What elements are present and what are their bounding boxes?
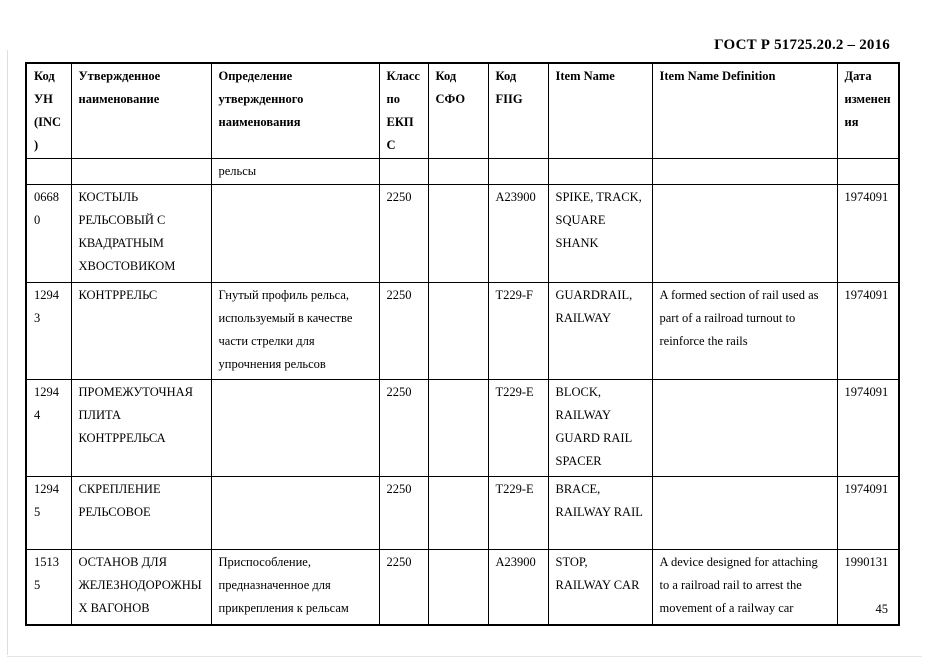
table-cell [427,476,489,550]
table-row: 06680 КОСТЫЛЬ РЕЛЬСОВЫЙ С КВАДРАТНЫМ ХВО… [25,184,900,283]
table-cell: Гнутый профиль рельса, используемый в ка… [210,282,380,380]
table-cell [487,158,549,185]
table-cell [210,379,380,477]
table-cell: 2250 [378,184,429,283]
table-cell: 2250 [378,476,429,550]
table-cell: КОНТРРЕЛЬС [70,282,212,380]
table-cell [651,476,838,550]
table-cell: BRACE, RAILWAY RAIL [547,476,653,550]
table-cell [427,549,489,625]
table-cell: T229-E [487,379,549,477]
table-cell: рельсы [210,158,380,185]
column-header-sfo-code: Код СФО [427,62,489,159]
header-row: Код УН (INC) Утвержденное наименование О… [25,62,900,159]
table-cell: СКРЕПЛЕНИЕ РЕЛЬСОВОЕ [70,476,212,550]
table-cell: A formed section of rail used as part of… [651,282,838,380]
table-cell: 12943 [25,282,72,380]
table-cell: Приспособление, предназначенное для прик… [210,549,380,625]
table-cell: 12945 [25,476,72,550]
table-cell: КОСТЫЛЬ РЕЛЬСОВЫЙ С КВАДРАТНЫМ ХВОСТОВИК… [70,184,212,283]
scan-edge-bottom [7,656,922,657]
table-cell: 1974091 [836,184,900,283]
column-header-item-name-definition: Item Name Definition [651,62,838,159]
table-cell: 1974091 [836,282,900,380]
table-cell: 1974091 [836,476,900,550]
table-cell: SPIKE, TRACK, SQUARE SHANK [547,184,653,283]
table-cell [547,158,653,185]
table-cell [427,379,489,477]
table-cell: 06680 [25,184,72,283]
table-cell [210,476,380,550]
table-row: 12943 КОНТРРЕЛЬС Гнутый профиль рельса, … [25,282,900,380]
column-header-change-date: Дата изменения [836,62,900,159]
column-header-approved-name: Утвержденное наименование [70,62,212,159]
column-header-item-name: Item Name [547,62,653,159]
table-cell: A23900 [487,549,549,625]
table-cell [427,282,489,380]
table-cell [836,158,900,185]
table-row: 15135 ОСТАНОВ ДЛЯ ЖЕЛЕЗНОДОРОЖНЫХ ВАГОНО… [25,549,900,625]
table-row: рельсы [25,158,900,185]
column-header-approved-name-definition: Определение утвержденного наименования [210,62,380,159]
table-cell [70,158,212,185]
table-cell: GUARDRAIL, RAILWAY [547,282,653,380]
table-cell [25,158,72,185]
table-cell: 15135 [25,549,72,625]
table-cell [651,158,838,185]
table-cell [427,184,489,283]
table-cell [210,184,380,283]
table-cell [378,158,429,185]
table-cell [427,158,489,185]
table-row: 12945 СКРЕПЛЕНИЕ РЕЛЬСОВОЕ 2250 T229-E B… [25,476,900,550]
table-cell [651,379,838,477]
table-cell: 2250 [378,549,429,625]
table-cell: 2250 [378,282,429,380]
table-cell: ПРОМЕЖУТОЧНАЯ ПЛИТА КОНТРРЕЛЬСА [70,379,212,477]
table-cell: A device designed for attaching to a rai… [651,549,838,625]
table-cell: 2250 [378,379,429,477]
table-cell: 12944 [25,379,72,477]
table-cell: 1990131 [836,549,900,625]
table-cell: T229-E [487,476,549,550]
document-code: ГОСТ Р 51725.20.2 – 2016 [714,37,890,53]
column-header-fiig-code: Код FIIG [487,62,549,159]
table-row: 12944 ПРОМЕЖУТОЧНАЯ ПЛИТА КОНТРРЕЛЬСА 22… [25,379,900,477]
scan-edge-left [7,50,8,655]
table-cell: BLOCK, RAILWAY GUARD RAIL SPACER [547,379,653,477]
table-cell: ОСТАНОВ ДЛЯ ЖЕЛЕЗНОДОРОЖНЫХ ВАГОНОВ [70,549,212,625]
column-header-inc-code: Код УН (INC) [25,62,72,159]
table-cell [651,184,838,283]
table-cell: 1974091 [836,379,900,477]
table-cell: T229-F [487,282,549,380]
page-number: 45 [875,602,889,616]
classification-table: Код УН (INC) Утвержденное наименование О… [25,62,900,626]
table-cell: A23900 [487,184,549,283]
table-cell: STOP, RAILWAY CAR [547,549,653,625]
column-header-ekps-class: Класс по ЕКПС [378,62,429,159]
